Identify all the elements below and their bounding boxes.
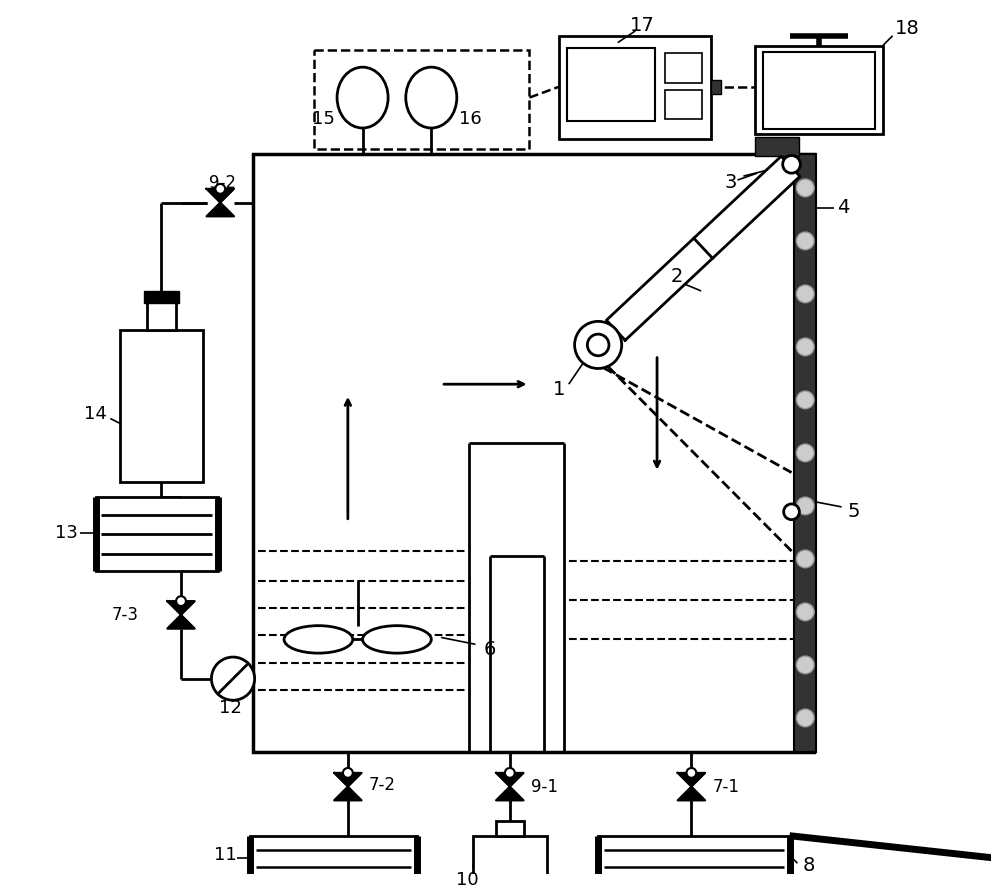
Circle shape bbox=[215, 184, 225, 194]
Circle shape bbox=[796, 285, 814, 303]
Text: 15: 15 bbox=[312, 110, 335, 128]
Text: 4: 4 bbox=[837, 198, 850, 217]
Polygon shape bbox=[606, 156, 800, 340]
Circle shape bbox=[796, 709, 814, 727]
Bar bbox=[711, 80, 721, 93]
Text: 7-1: 7-1 bbox=[712, 778, 739, 796]
Bar bbox=[755, 45, 883, 134]
Bar bbox=[314, 51, 529, 148]
Bar bbox=[473, 836, 547, 889]
Text: 8: 8 bbox=[803, 855, 815, 875]
Bar bbox=[598, 836, 790, 889]
Text: 3: 3 bbox=[724, 173, 737, 193]
Bar bbox=[496, 821, 524, 836]
Circle shape bbox=[796, 550, 814, 568]
Bar bbox=[253, 154, 814, 752]
Polygon shape bbox=[207, 188, 234, 216]
Bar bbox=[144, 291, 179, 303]
Circle shape bbox=[796, 603, 814, 621]
Bar bbox=[250, 836, 417, 889]
Bar bbox=[147, 300, 176, 330]
Bar bbox=[665, 53, 702, 83]
Polygon shape bbox=[167, 601, 195, 629]
Ellipse shape bbox=[337, 68, 388, 128]
Text: 5: 5 bbox=[847, 502, 860, 521]
Circle shape bbox=[796, 444, 814, 461]
Text: 2: 2 bbox=[670, 267, 683, 285]
Circle shape bbox=[176, 597, 186, 606]
Ellipse shape bbox=[363, 626, 431, 653]
Circle shape bbox=[784, 504, 799, 520]
Text: 16: 16 bbox=[459, 110, 482, 128]
Text: 17: 17 bbox=[630, 16, 655, 36]
Ellipse shape bbox=[284, 626, 353, 653]
Circle shape bbox=[783, 156, 800, 173]
Circle shape bbox=[686, 768, 696, 778]
Circle shape bbox=[796, 338, 814, 356]
Circle shape bbox=[796, 497, 814, 515]
Circle shape bbox=[796, 179, 814, 196]
Ellipse shape bbox=[406, 68, 457, 128]
Text: 9-1: 9-1 bbox=[531, 778, 558, 796]
Circle shape bbox=[505, 768, 515, 778]
Circle shape bbox=[587, 334, 609, 356]
Circle shape bbox=[575, 322, 622, 368]
Bar bbox=[794, 154, 816, 752]
Circle shape bbox=[343, 768, 353, 778]
Bar bbox=[763, 52, 875, 129]
Circle shape bbox=[796, 232, 814, 250]
Text: 9-2: 9-2 bbox=[209, 174, 236, 192]
Text: P: P bbox=[356, 89, 369, 107]
Circle shape bbox=[796, 656, 814, 674]
Circle shape bbox=[211, 657, 255, 701]
Polygon shape bbox=[678, 773, 705, 800]
Polygon shape bbox=[334, 773, 362, 800]
Bar bbox=[120, 330, 203, 483]
Text: 12: 12 bbox=[219, 699, 242, 717]
Text: 14: 14 bbox=[84, 404, 107, 422]
Text: 18: 18 bbox=[895, 20, 920, 38]
Circle shape bbox=[796, 391, 814, 409]
Bar bbox=[96, 497, 218, 571]
Text: 11: 11 bbox=[214, 846, 237, 864]
Bar bbox=[755, 137, 799, 156]
Bar bbox=[559, 36, 711, 139]
Text: 13: 13 bbox=[55, 525, 78, 542]
Polygon shape bbox=[496, 773, 524, 800]
Text: 7-2: 7-2 bbox=[369, 776, 396, 794]
Text: 1: 1 bbox=[553, 380, 565, 398]
Text: T: T bbox=[425, 89, 437, 107]
Text: 10: 10 bbox=[456, 871, 479, 889]
Bar bbox=[567, 47, 655, 121]
Bar bbox=[665, 90, 702, 119]
Text: 7-3: 7-3 bbox=[112, 606, 139, 624]
Text: 6: 6 bbox=[484, 640, 496, 659]
